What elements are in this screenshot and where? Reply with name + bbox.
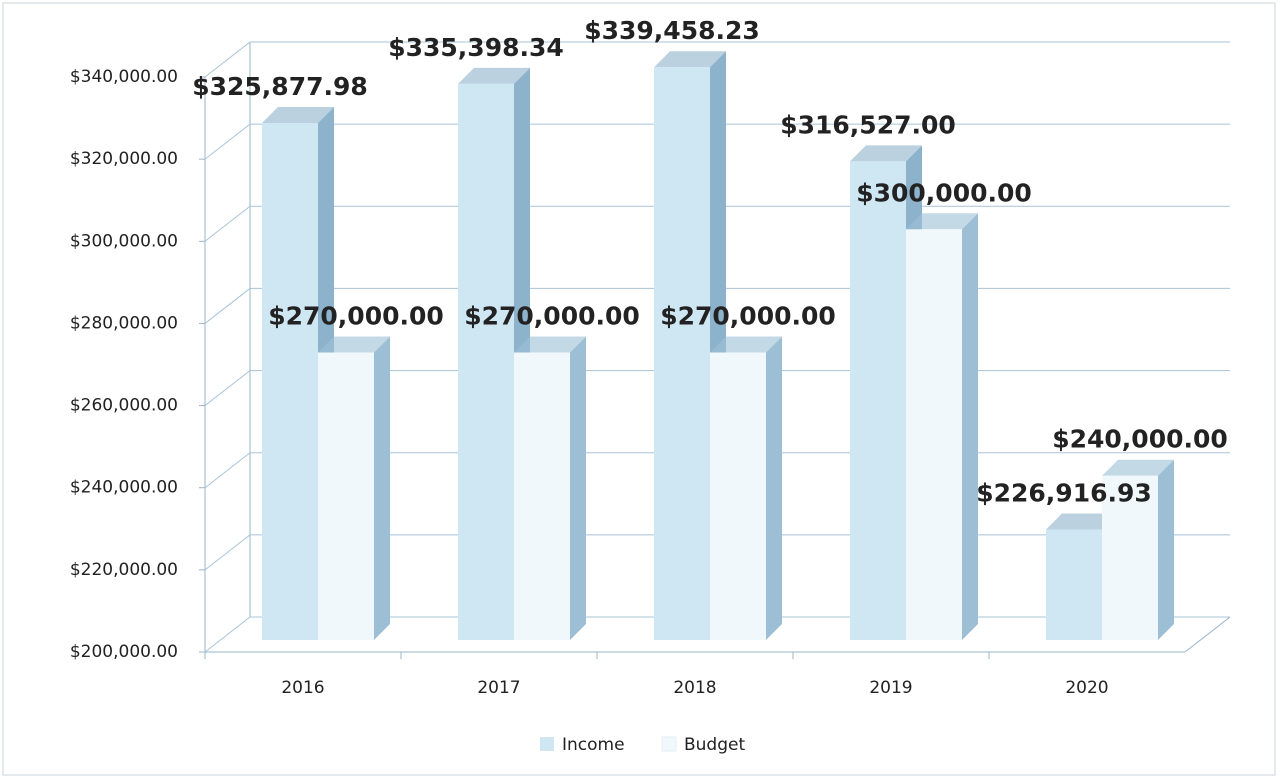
value-label: $300,000.00 bbox=[856, 178, 1032, 207]
value-label: $270,000.00 bbox=[268, 302, 444, 331]
bar-front bbox=[1046, 529, 1102, 640]
bar-top bbox=[318, 336, 390, 353]
bar-side bbox=[766, 336, 782, 640]
bar-top bbox=[1102, 459, 1174, 476]
bar bbox=[514, 336, 586, 640]
y-tick-label: $340,000.00 bbox=[70, 67, 178, 87]
bar-top bbox=[262, 107, 334, 124]
bar-top bbox=[458, 67, 530, 84]
bar-front bbox=[710, 352, 766, 640]
legend-label: Income bbox=[562, 735, 625, 755]
value-label: $316,527.00 bbox=[780, 110, 956, 139]
bar bbox=[1102, 459, 1174, 640]
value-label: $335,398.34 bbox=[388, 33, 564, 62]
value-label: $339,458.23 bbox=[584, 16, 760, 45]
legend-label: Budget bbox=[684, 735, 745, 755]
value-label: $226,916.93 bbox=[976, 478, 1152, 507]
bar bbox=[318, 336, 390, 640]
bar-top bbox=[1046, 513, 1118, 530]
value-label: $270,000.00 bbox=[464, 302, 640, 331]
bar-top bbox=[654, 51, 726, 68]
y-tick-label: $240,000.00 bbox=[70, 478, 178, 498]
bar-side bbox=[1158, 459, 1174, 640]
bar-top bbox=[850, 145, 922, 162]
bar-top bbox=[710, 336, 782, 353]
y-tick-label: $220,000.00 bbox=[70, 560, 178, 580]
x-tick-label: 2017 bbox=[477, 678, 520, 698]
bar-front bbox=[1102, 475, 1158, 640]
bar-front bbox=[654, 67, 710, 641]
bar-front bbox=[514, 352, 570, 640]
bar-front bbox=[906, 229, 962, 641]
x-tick-label: 2016 bbox=[281, 678, 324, 698]
floor-edge bbox=[1184, 616, 1231, 653]
bar-front bbox=[850, 161, 906, 640]
x-tick-label: 2020 bbox=[1065, 678, 1108, 698]
y-tick-label: $200,000.00 bbox=[70, 642, 178, 662]
bar-front bbox=[458, 83, 514, 641]
x-tick-label: 2019 bbox=[869, 678, 912, 698]
bar bbox=[710, 336, 782, 640]
legend-swatch bbox=[540, 737, 554, 751]
grid-line bbox=[204, 123, 1230, 160]
bar-front bbox=[318, 352, 374, 640]
bar-top bbox=[906, 213, 978, 230]
value-label: $325,877.98 bbox=[192, 72, 368, 101]
y-tick-label: $260,000.00 bbox=[70, 396, 178, 416]
bar-top bbox=[514, 336, 586, 353]
value-label: $240,000.00 bbox=[1052, 425, 1228, 454]
bar-side bbox=[962, 213, 978, 641]
x-tick-label: 2018 bbox=[673, 678, 716, 698]
bar-front bbox=[262, 123, 318, 640]
legend-swatch bbox=[661, 736, 677, 752]
value-label: $270,000.00 bbox=[660, 302, 836, 331]
y-tick-label: $320,000.00 bbox=[70, 149, 178, 169]
grid-line bbox=[204, 41, 1230, 78]
y-tick-label: $280,000.00 bbox=[70, 313, 178, 333]
bar bbox=[906, 213, 978, 641]
bar-side bbox=[570, 336, 586, 640]
bar-side bbox=[374, 336, 390, 640]
y-tick-label: $300,000.00 bbox=[70, 231, 178, 251]
